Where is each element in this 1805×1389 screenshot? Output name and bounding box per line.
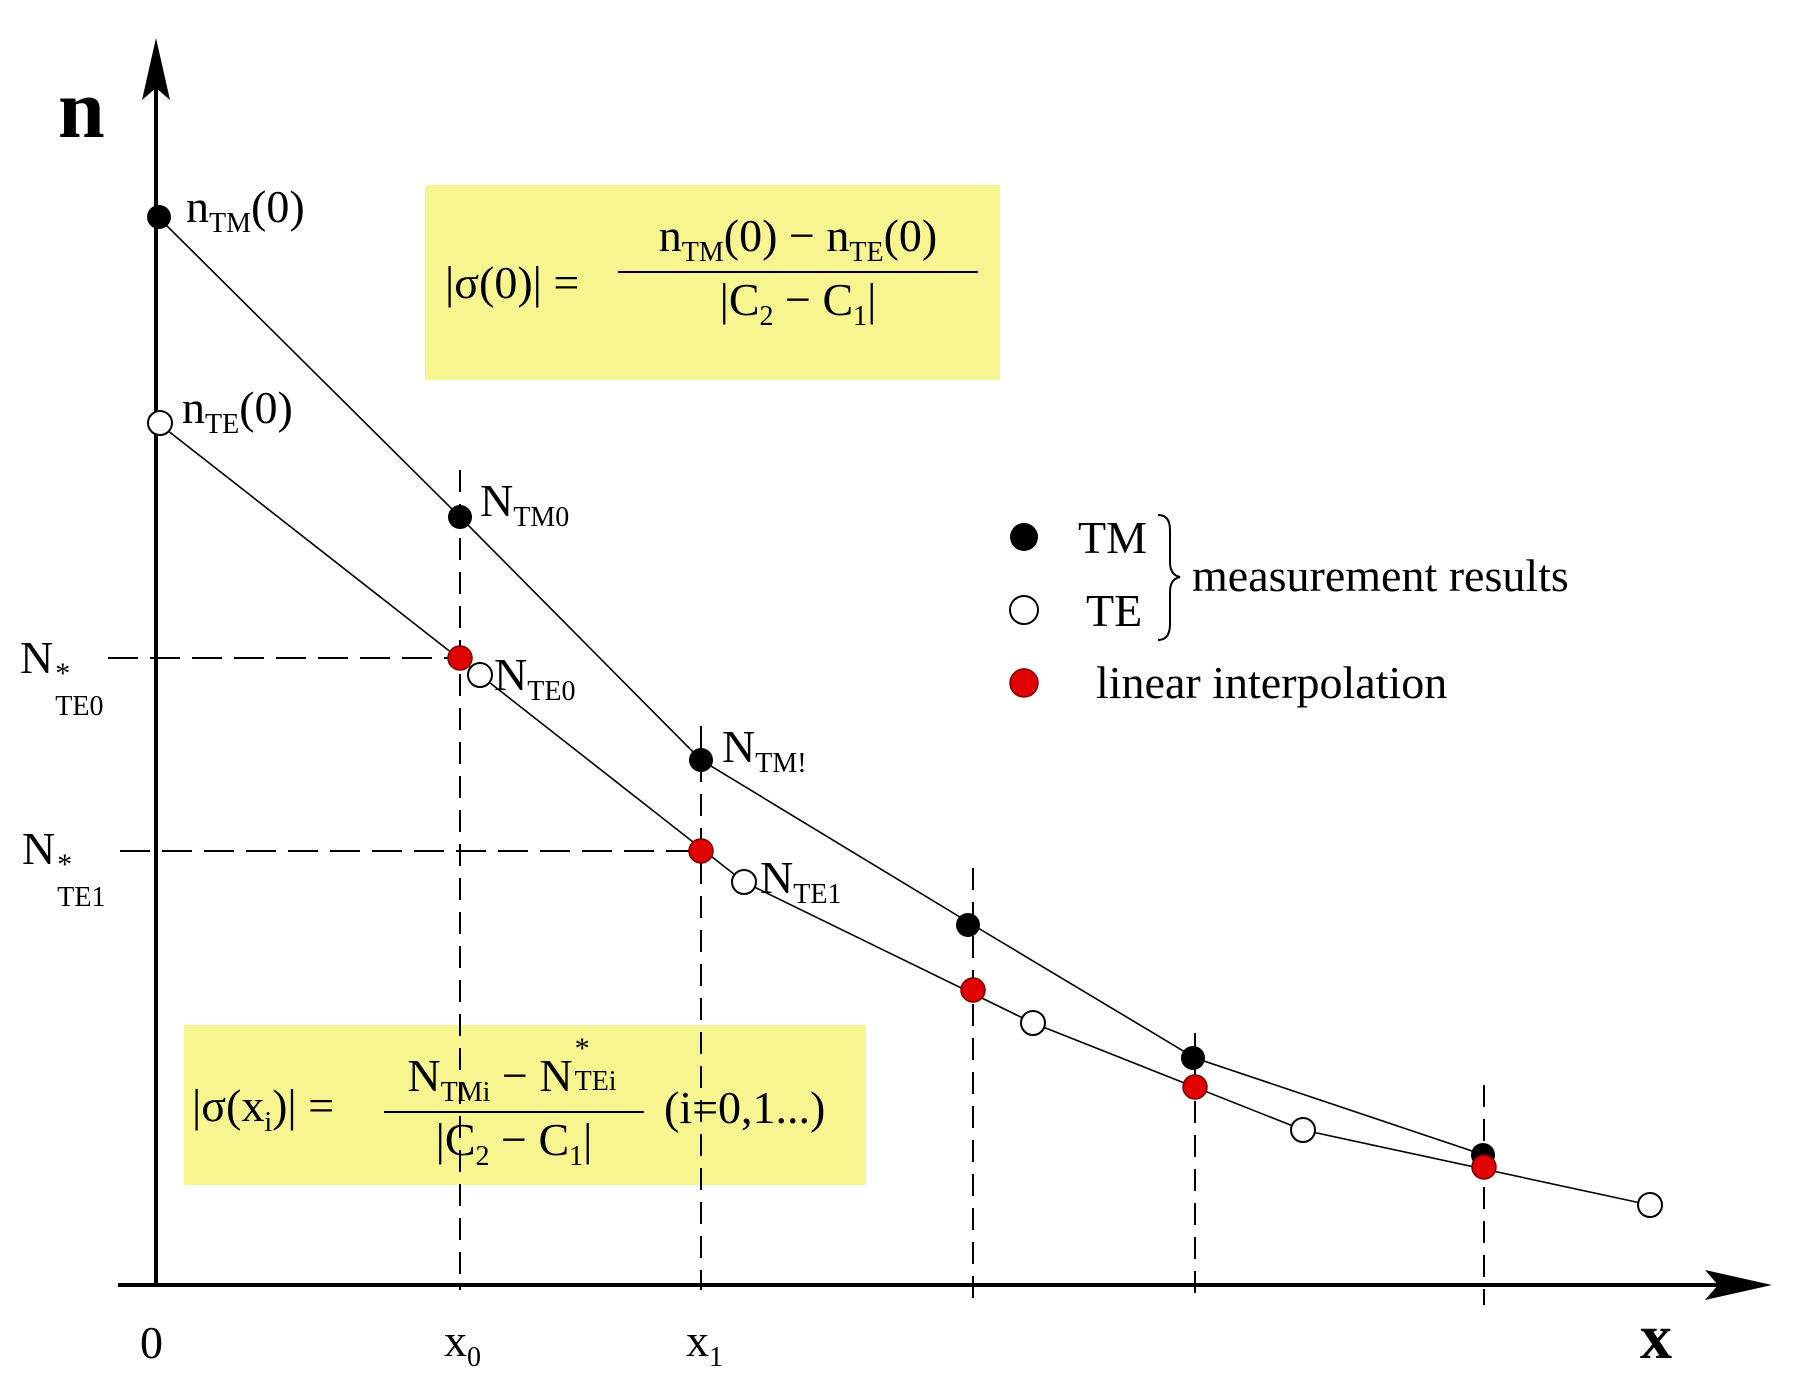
tm-point-3 — [956, 913, 980, 937]
legend-interp-label: linear interpolation — [1096, 657, 1448, 708]
interp-point-0 — [447, 645, 473, 671]
y-tick-NTE0star: N * TE0 — [20, 632, 104, 722]
legend-tm-label: TM — [1078, 512, 1147, 563]
formula-top-fraction: nTM(0) − nTE(0) |C2 − C1| — [618, 210, 978, 332]
formula-bottom-fraction-bar — [384, 1110, 644, 1113]
label-NTM0: NTM0 — [480, 475, 570, 534]
tm-point-1 — [448, 505, 472, 529]
te-point-0 — [147, 410, 173, 436]
te-point-5 — [1637, 1192, 1663, 1218]
formula-bottom-fraction: NTMi − N * TEi |C2 − C1| — [384, 1032, 644, 1172]
te-point-1 — [467, 662, 493, 688]
legend-interp-marker — [1009, 668, 1039, 698]
origin-label: 0 — [140, 1317, 163, 1368]
legend-te-marker — [1009, 595, 1039, 625]
label-nTE0: nTE(0) — [182, 382, 293, 441]
x-tick-x0: x0 — [444, 1315, 481, 1374]
formula-top-lhs: |σ(0)| = — [445, 257, 580, 308]
y-tick-NTE1star: N * TE1 — [22, 823, 106, 913]
formula-bottom-denominator: |C2 − C1| — [435, 1113, 593, 1172]
interp-point-1 — [688, 838, 714, 864]
legend-tm-marker — [1010, 523, 1038, 551]
x-tick-x1: x1 — [686, 1315, 723, 1374]
label-NTE1: NTE1 — [760, 852, 842, 911]
tm-point-2 — [689, 748, 713, 772]
label-NTE0: NTE0 — [494, 649, 576, 708]
legend-brace — [1157, 514, 1181, 641]
label-nTM0: nTM(0) — [186, 181, 305, 240]
legend-group-label: measurement results — [1192, 550, 1569, 601]
tm-point-0 — [147, 205, 171, 229]
formula-top-box — [425, 185, 1000, 380]
x-axis-label: x — [1640, 1301, 1672, 1372]
te-curve — [157, 422, 1651, 1206]
te-point-4 — [1290, 1117, 1316, 1143]
y-axis-label: n — [58, 63, 105, 156]
te-point-2 — [731, 869, 757, 895]
interp-point-2 — [960, 977, 986, 1003]
formula-bottom-numerator: NTMi − N * TEi — [407, 1032, 617, 1109]
tm-point-4 — [1181, 1046, 1205, 1070]
x-axis-arrowhead — [1705, 1270, 1772, 1300]
label-NTM1: NTM! — [722, 721, 807, 780]
formula-top-denominator: |C2 − C1| — [719, 273, 877, 332]
y-axis-arrowhead — [142, 38, 170, 100]
interp-point-3 — [1182, 1074, 1208, 1100]
legend-te-label: TE — [1086, 585, 1143, 636]
formula-bottom-suffix: (i=0,1...) — [664, 1082, 826, 1133]
interp-point-4 — [1471, 1154, 1497, 1180]
formula-top-fraction-bar — [618, 270, 978, 273]
tm-curve — [157, 216, 1485, 1156]
formula-top-numerator: nTM(0) − nTE(0) — [658, 210, 938, 269]
formula-bottom-lhs: |σ(xi)| = — [192, 1080, 335, 1139]
te-point-3 — [1020, 1010, 1046, 1036]
formula-bottom-box — [184, 1025, 866, 1185]
